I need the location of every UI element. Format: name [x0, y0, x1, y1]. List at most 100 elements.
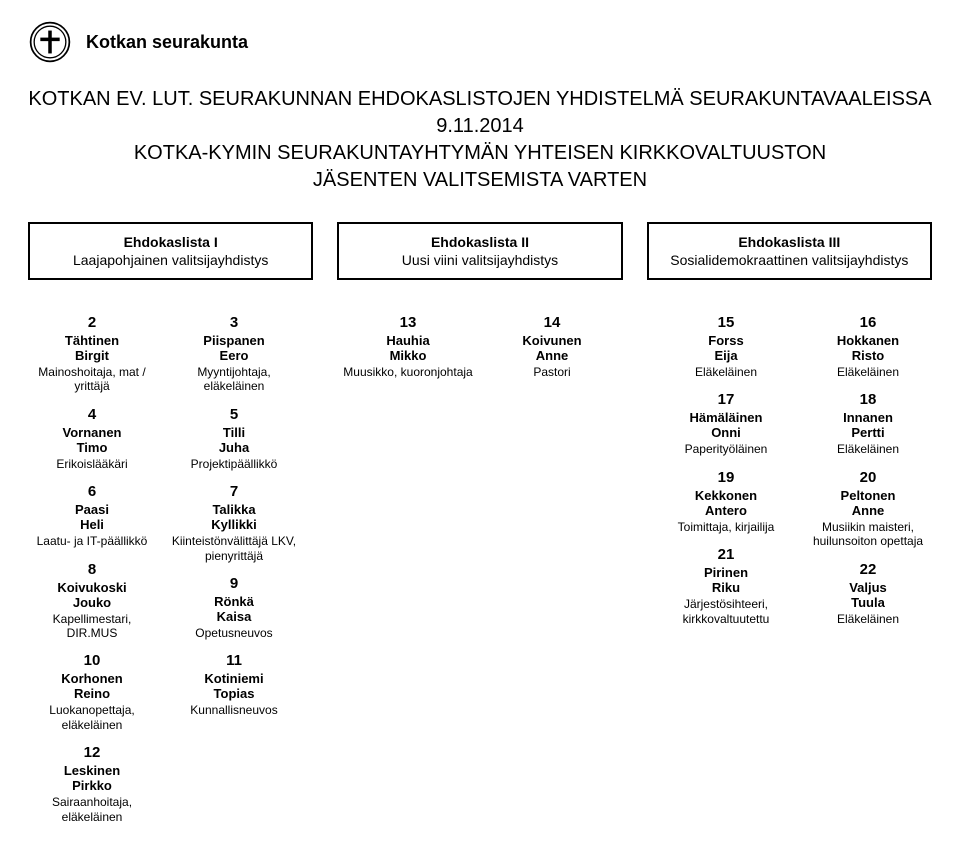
candidate-lastname: Innanen [804, 410, 932, 425]
candidate-cell: 20PeltonenAnneMusiikin maisteri, huiluns… [804, 469, 932, 549]
candidate-cell: 21 PirinenRiku Järjestösihteeri, kirkkoval… [662, 546, 790, 626]
title-line-4: JÄSENTEN VALITSEMISTA VARTEN [28, 167, 932, 194]
candidate-number: 9 [170, 575, 298, 592]
candidate-number: 12 [28, 744, 156, 761]
list-sub: Sosialidemokraattinen valitsijayhdistys [657, 252, 922, 268]
candidate-lastname: Forss [662, 333, 790, 348]
candidate-cell: 22 ValjusTuula Eläkeläinen [804, 561, 932, 626]
candidate-number: 21 [662, 546, 790, 563]
candidate-lastname: Hämäläinen [662, 410, 790, 425]
candidate-firstname: Eero [170, 348, 298, 363]
group-list-3: 15ForssEijaEläkeläinen17HämäläinenOnniPa… [662, 314, 932, 836]
candidate-profession: Järjestösihteeri, kirkkovaltuutettu [662, 597, 790, 626]
list-sub: Laajapohjainen valitsijayhdistys [38, 252, 303, 268]
candidate-cell: 7TalikkaKyllikkiKiinteistönvälittäjä LKV… [170, 483, 298, 563]
candidate-number: 14 [487, 314, 617, 331]
candidates-area: 2TähtinenBirgitMainoshoitaja, mat / yrit… [28, 314, 932, 836]
title-line-3: KOTKA-KYMIN SEURAKUNTAYHTYMÄN YHTEISEN K… [28, 140, 932, 167]
candidate-lastname: Kotiniemi [170, 671, 298, 686]
candidate-firstname: Birgit [28, 348, 156, 363]
column: 14KoivunenAnnePastori [487, 314, 617, 836]
candidate-number: 11 [170, 652, 298, 669]
list-title: Ehdokaslista I [38, 234, 303, 250]
list-box-1: Ehdokaslista I Laajapohjainen valitsijay… [28, 222, 313, 280]
candidate-firstname: Anne [804, 503, 932, 518]
candidate-firstname: Reino [28, 686, 156, 701]
document-title: KOTKAN EV. LUT. SEURAKUNNAN EHDOKASLISTO… [28, 86, 932, 194]
candidate-profession: Kunnallisneuvos [170, 703, 298, 717]
candidate-firstname: Riku [662, 580, 790, 595]
candidate-number: 15 [662, 314, 790, 331]
column: 15ForssEijaEläkeläinen17HämäläinenOnniPa… [662, 314, 790, 836]
candidate-firstname: Topias [170, 686, 298, 701]
candidate-profession: Eläkeläinen [804, 612, 932, 626]
candidate-number: 18 [804, 391, 932, 408]
candidate-number: 16 [804, 314, 932, 331]
candidate-lastname: Pirinen [662, 565, 790, 580]
candidate-number: 3 [170, 314, 298, 331]
candidate-firstname: Tuula [804, 595, 932, 610]
candidate-cell: 12 LeskinenPirkko Sairaanhoitaja, eläkeläi… [28, 744, 156, 824]
candidate-profession: Sairaanhoitaja, eläkeläinen [28, 795, 156, 824]
candidate-number: 19 [662, 469, 790, 486]
candidate-number: 7 [170, 483, 298, 500]
candidate-profession: Musiikin maisteri, huilunsoiton opettaja [804, 520, 932, 549]
candidate-cell: 10KorhonenReinoLuokanopettaja, eläkeläin… [28, 652, 156, 732]
candidate-profession: Erikoislääkäri [28, 457, 156, 471]
candidate-firstname: Heli [28, 517, 156, 532]
candidate-lastname: Peltonen [804, 488, 932, 503]
candidate-firstname: Kaisa [170, 609, 298, 624]
candidate-lastname: Korhonen [28, 671, 156, 686]
group-list-2: 13HauhiaMikkoMuusikko, kuoronjohtaja 14 K… [343, 314, 617, 836]
candidate-cell: 15ForssEijaEläkeläinen [662, 314, 790, 379]
candidate-number: 5 [170, 406, 298, 423]
list-title: Ehdokaslista II [347, 234, 612, 250]
candidate-profession: Toimittaja, kirjailija [662, 520, 790, 534]
candidate-cell: 5TilliJuhaProjektipäällikkö [170, 406, 298, 471]
candidate-firstname: Onni [662, 425, 790, 440]
candidate-lastname: Koivukoski [28, 580, 156, 595]
candidate-lists-row: Ehdokaslista I Laajapohjainen valitsijay… [28, 222, 932, 280]
title-line-1: KOTKAN EV. LUT. SEURAKUNNAN EHDOKASLISTO… [28, 86, 932, 113]
candidate-cell: 6PaasiHeliLaatu- ja IT-päällikkö [28, 483, 156, 548]
candidate-lastname: Valjus [804, 580, 932, 595]
candidate-profession: Laatu- ja IT-päällikkö [28, 534, 156, 548]
candidate-cell: 17HämäläinenOnniPaperityöläinen [662, 391, 790, 456]
candidate-cell: 4VornanenTimoErikoislääkäri [28, 406, 156, 471]
candidate-firstname: Juha [170, 440, 298, 455]
candidate-firstname: Eija [662, 348, 790, 363]
candidate-cell: 3PiispanenEeroMyyntijohtaja, eläkeläinen [170, 314, 298, 394]
list-title: Ehdokaslista III [657, 234, 922, 250]
list-sub: Uusi viini valitsijayhdistys [347, 252, 612, 268]
candidate-profession: Kiinteistönvälittäjä LKV, pienyrittäjä [170, 534, 298, 563]
candidate-firstname: Risto [804, 348, 932, 363]
candidate-number: 22 [804, 561, 932, 578]
candidate-profession: Projektipäällikkö [170, 457, 298, 471]
candidate-lastname: Vornanen [28, 425, 156, 440]
candidate-lastname: Hauhia [343, 333, 473, 348]
spacer [318, 314, 323, 836]
candidate-lastname: Koivunen [487, 333, 617, 348]
candidate-lastname: Tähtinen [28, 333, 156, 348]
candidate-profession: Eläkeläinen [804, 365, 932, 379]
candidate-cell: 14KoivunenAnnePastori [487, 314, 617, 379]
candidate-lastname: Hokkanen [804, 333, 932, 348]
candidate-firstname: Pirkko [28, 778, 156, 793]
page-header: Kotkan seurakunta [28, 20, 932, 64]
candidate-profession: Paperityöläinen [662, 442, 790, 456]
candidate-firstname: Pertti [804, 425, 932, 440]
candidate-profession: Pastori [487, 365, 617, 379]
candidate-lastname: Leskinen [28, 763, 156, 778]
candidate-profession: Opetusneuvos [170, 626, 298, 640]
candidate-firstname: Timo [28, 440, 156, 455]
column: 3PiispanenEeroMyyntijohtaja, eläkeläinen… [170, 314, 298, 836]
candidate-number: 8 [28, 561, 156, 578]
candidate-profession: Kapellimestari, DIR.MUS [28, 612, 156, 641]
group-list-1: 2TähtinenBirgitMainoshoitaja, mat / yrit… [28, 314, 298, 836]
candidate-profession: Eläkeläinen [804, 442, 932, 456]
candidate-profession: Luokanopettaja, eläkeläinen [28, 703, 156, 732]
candidate-profession: Mainoshoitaja, mat / yrittäjä [28, 365, 156, 394]
candidate-lastname: Kekkonen [662, 488, 790, 503]
column: 13HauhiaMikkoMuusikko, kuoronjohtaja [343, 314, 473, 836]
candidate-lastname: Paasi [28, 502, 156, 517]
